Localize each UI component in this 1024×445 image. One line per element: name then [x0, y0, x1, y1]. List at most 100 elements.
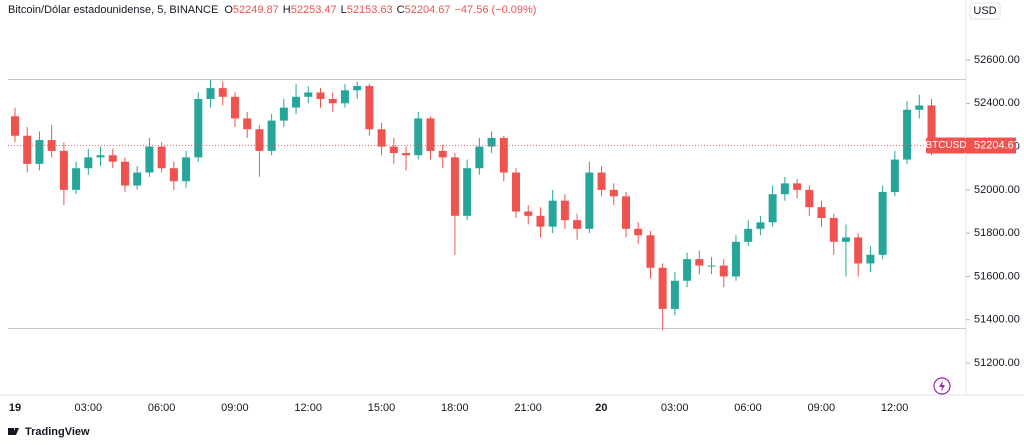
candle-body	[340, 90, 349, 104]
candle-body	[365, 85, 374, 130]
candle-body	[279, 107, 288, 121]
candle-body	[817, 207, 826, 218]
candle-body	[230, 96, 239, 119]
candle-body	[450, 157, 459, 216]
footer-logo	[8, 428, 19, 435]
candle-body	[841, 237, 850, 242]
currency[interactable]: USD	[973, 5, 996, 17]
candle-body	[915, 105, 924, 110]
candle-body	[35, 140, 44, 164]
candle-body	[84, 157, 93, 169]
x-tick-label: 15:00	[368, 402, 396, 414]
candle-body	[353, 85, 362, 91]
candle-body	[475, 146, 484, 169]
candle-body	[120, 161, 129, 186]
header: Bitcoin/Dólar estadounidense, 5, BINANCE…	[8, 4, 540, 16]
candle-body	[72, 168, 81, 190]
candle-body	[145, 146, 154, 173]
candle-body	[47, 140, 56, 151]
ohlc-label: O	[224, 4, 233, 16]
x-tick-label: 06:00	[734, 402, 762, 414]
x-tick-label: 03:00	[661, 402, 689, 414]
candle-body	[658, 267, 667, 309]
symbol: BTCUSD	[925, 140, 966, 151]
candle-body	[560, 200, 569, 221]
candle-body	[548, 200, 557, 227]
candle-body	[744, 228, 753, 242]
candle-body	[829, 217, 838, 242]
candle-body	[328, 98, 337, 104]
candle-body	[96, 155, 105, 158]
x-tick-label: 21:00	[514, 402, 542, 414]
y-tick-label: 51800.00	[974, 227, 1020, 239]
candle-body	[438, 150, 447, 158]
candle-body	[756, 222, 765, 229]
candle-body	[414, 118, 423, 156]
candle-body	[878, 192, 887, 255]
candle-body	[573, 220, 582, 229]
candle-body	[11, 116, 19, 136]
candle-body	[927, 105, 936, 146]
change: −47.56 (−0.09%)	[454, 4, 537, 16]
candle-body	[866, 254, 875, 264]
title: Bitcoin/Dólar estadounidense, 5, BINANCE	[8, 4, 219, 16]
candle-body	[426, 118, 435, 151]
candle-body	[903, 109, 912, 160]
candle-body	[206, 88, 215, 99]
symbol-badge	[926, 137, 966, 154]
candle-body	[793, 183, 802, 190]
candle-body	[670, 280, 679, 309]
candle-body	[402, 153, 411, 156]
candle-body	[23, 135, 32, 164]
y-tick-label: 51200.00	[974, 357, 1020, 369]
y-tick-label: 52000.00	[974, 184, 1020, 196]
ohlc-label: L	[340, 4, 347, 16]
candle-body	[292, 96, 301, 108]
candle-body	[597, 172, 606, 190]
candle-body	[536, 215, 545, 227]
candle-body	[182, 157, 191, 182]
candle-body	[634, 228, 643, 236]
candle-body	[377, 129, 386, 147]
candle-body	[890, 159, 899, 193]
candle-body	[133, 172, 142, 186]
candle-body	[780, 183, 789, 195]
candle-body	[646, 235, 655, 268]
candle-body	[243, 118, 252, 130]
candle-body	[194, 98, 203, 158]
y-tick-label: 52400.00	[974, 97, 1020, 109]
y-tick-label: 51400.00	[974, 314, 1020, 326]
candle-body	[304, 92, 313, 97]
x-tick-label: 19	[9, 402, 21, 414]
y-tick-label: 52600.00	[974, 54, 1020, 66]
candle-body	[622, 196, 630, 229]
x-tick-label: 12:00	[881, 402, 909, 414]
candle-body	[707, 265, 716, 267]
ohlc-value: 52204.67	[404, 4, 451, 16]
candle-body	[768, 194, 777, 223]
candle-body	[157, 146, 166, 169]
candle-body	[695, 259, 704, 266]
last-price-label: 52204.67	[974, 139, 1020, 151]
candle-body	[316, 92, 325, 99]
candle-body	[108, 155, 117, 162]
candle-body	[267, 120, 276, 151]
candle-body	[487, 137, 496, 147]
y-tick-label: 51600.00	[974, 270, 1020, 282]
candle-body	[805, 189, 814, 208]
currency-box[interactable]	[969, 2, 1001, 20]
lightning-glyph	[939, 380, 945, 392]
candles	[11, 79, 936, 331]
candle-body	[59, 150, 68, 190]
ohlc-label: C	[396, 4, 405, 16]
candle-body	[389, 146, 398, 154]
ohlc-label: H	[282, 4, 291, 16]
candle-body	[585, 172, 594, 229]
candle-body	[719, 265, 728, 277]
candle-body	[683, 259, 692, 281]
candle-body	[524, 211, 533, 216]
x-tick-label: 09:00	[221, 402, 249, 414]
x-tick-label: 20	[595, 402, 607, 414]
